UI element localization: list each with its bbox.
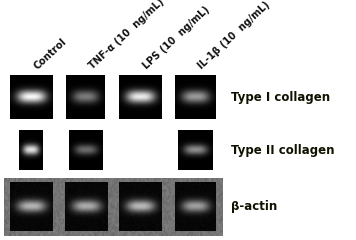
Text: TNF-α (10  ng/mL): TNF-α (10 ng/mL) bbox=[87, 0, 166, 71]
Text: Type I collagen: Type I collagen bbox=[231, 91, 330, 104]
Text: β-actin: β-actin bbox=[231, 200, 278, 213]
Text: LPS (10  ng/mL): LPS (10 ng/mL) bbox=[141, 5, 212, 71]
Text: Control: Control bbox=[32, 36, 68, 71]
Text: IL-1β (10  ng/mL): IL-1β (10 ng/mL) bbox=[196, 0, 272, 71]
Text: Type II collagen: Type II collagen bbox=[231, 144, 335, 157]
